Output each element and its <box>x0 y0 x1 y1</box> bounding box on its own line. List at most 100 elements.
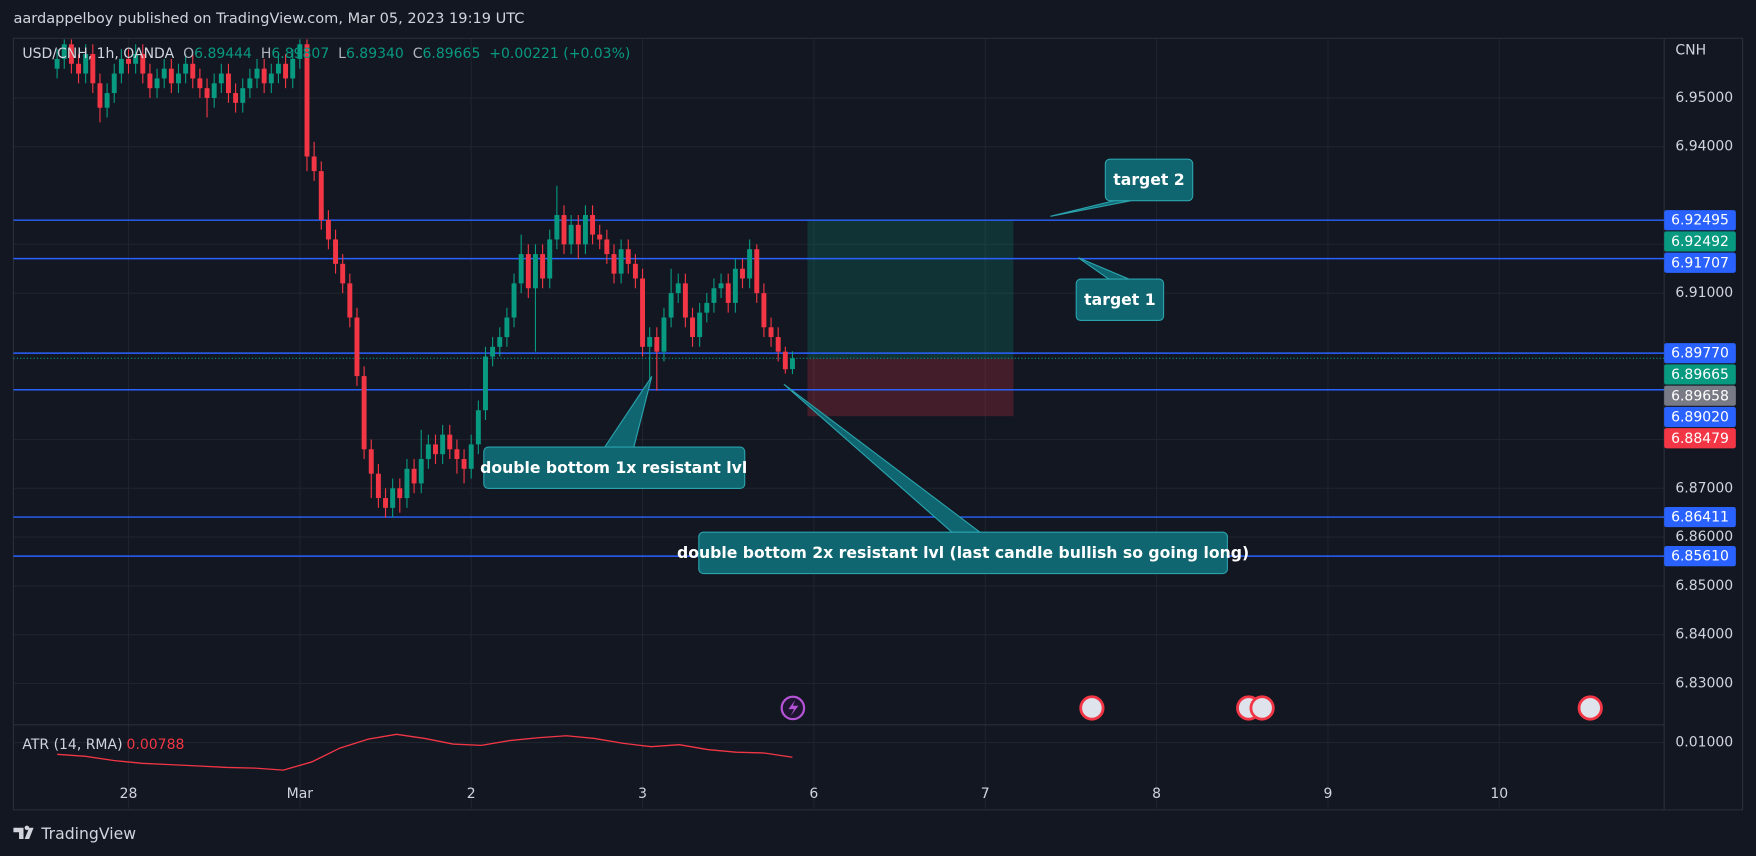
price-label-box <box>1664 546 1736 567</box>
candle-body <box>582 215 588 245</box>
brand-name: TradingView <box>40 824 136 843</box>
candle-body <box>568 224 574 245</box>
legend-label: O <box>183 46 194 62</box>
pane-border <box>12 37 1744 811</box>
candle-body <box>468 444 474 469</box>
candle-body <box>740 268 745 279</box>
candle-body <box>254 68 260 79</box>
price-label-box <box>1664 231 1736 252</box>
symbol: USD/CNH, 1h, OANDA <box>22 46 174 62</box>
candle-body <box>661 317 667 352</box>
x-tick-label: 28 <box>120 786 138 802</box>
candle-body <box>511 283 517 318</box>
candle-body <box>697 312 703 338</box>
candle-body <box>554 215 560 240</box>
candle-body <box>754 249 760 294</box>
candle-body <box>732 268 738 303</box>
candle-body <box>390 488 396 508</box>
candle-body <box>447 434 453 450</box>
price-label: 6.92492 <box>1671 234 1729 250</box>
candle-body <box>675 283 681 294</box>
candle-body <box>247 78 253 89</box>
y-tick-label: 6.85000 <box>1675 578 1733 594</box>
candle-body <box>704 302 710 313</box>
legend-value: 6.89665 <box>423 46 481 62</box>
candle-body <box>611 254 617 274</box>
annotation: target 1 <box>1084 290 1155 309</box>
callout-box <box>483 446 746 490</box>
candle-body <box>204 88 210 98</box>
price-label: 6.88479 <box>1671 431 1729 447</box>
candle-body <box>118 58 124 74</box>
candle-body <box>325 219 331 240</box>
candle-body <box>790 358 795 370</box>
candle-body <box>61 44 67 59</box>
y-tick-label: 6.84000 <box>1675 627 1733 643</box>
x-tick-label: 7 <box>981 786 990 802</box>
candle-body <box>275 63 281 74</box>
price-label-box <box>1664 428 1736 449</box>
candle-body <box>133 54 139 64</box>
candle-body <box>383 498 388 508</box>
candle-body <box>618 249 624 274</box>
candle-body <box>333 239 339 264</box>
atr-tick-label: 0.01000 <box>1675 735 1733 751</box>
price-label-box <box>1664 364 1736 385</box>
candle-body <box>268 73 274 84</box>
candle-body <box>411 468 417 484</box>
candle-body <box>532 254 538 289</box>
candle-body <box>340 263 346 284</box>
candle-body <box>475 410 481 445</box>
candle-body <box>218 73 224 84</box>
price-label-box <box>1664 506 1736 528</box>
candle-body <box>104 93 110 108</box>
atr-line <box>57 733 793 771</box>
candle-body <box>625 249 631 264</box>
candle-body <box>690 317 695 338</box>
plot-area <box>13 39 1665 771</box>
legend: USD/CNH, 1h, OANDA O6.89444 H6.89807 L6.… <box>22 46 630 62</box>
candle-body <box>54 58 60 69</box>
legend-value: 6.89807 <box>271 46 329 62</box>
legend-label: L <box>338 46 346 62</box>
candle-body <box>761 293 767 328</box>
candle-body <box>404 468 410 499</box>
y-tick-label: 6.87000 <box>1675 480 1733 496</box>
candle-body <box>454 449 460 460</box>
candle-body <box>718 283 724 289</box>
candle-body <box>183 63 189 74</box>
candle-body <box>197 78 203 89</box>
candle-body <box>504 317 510 338</box>
event-bolt <box>788 700 799 716</box>
loss-zone <box>807 358 1014 417</box>
candle-body <box>211 83 217 98</box>
candle-body <box>83 54 89 74</box>
candle-body <box>397 488 403 499</box>
y-tick-label: 6.94000 <box>1675 139 1733 155</box>
event-flag <box>1577 695 1603 721</box>
candle-body <box>782 351 788 370</box>
candle-body <box>176 73 181 84</box>
candle-body <box>168 68 174 84</box>
price-label: 6.89665 <box>1671 367 1729 383</box>
candle-body <box>725 283 731 303</box>
candle-body <box>161 68 167 79</box>
x-tick-label: 2 <box>467 786 476 802</box>
candle-body <box>497 337 503 347</box>
candle-body <box>682 283 688 318</box>
price-label-box <box>1664 210 1736 231</box>
candle-body <box>375 473 381 499</box>
candle-body <box>68 44 74 64</box>
candle-body <box>347 283 353 318</box>
annotation: double bottom 2x resistant lvl (last can… <box>677 543 1249 562</box>
y-tick-label: 6.86000 <box>1675 529 1733 545</box>
brand-logo <box>13 825 34 840</box>
price-label-box <box>1664 406 1736 428</box>
y-tick-label: 6.95000 <box>1675 90 1733 106</box>
profit-zone <box>807 220 1014 359</box>
candle-body <box>290 58 296 79</box>
brand: TradingView <box>13 824 136 843</box>
candle-body <box>433 444 438 455</box>
candle-body <box>368 449 374 474</box>
callout-double-bottom-1: double bottom 1x resistant lvl <box>480 376 747 490</box>
